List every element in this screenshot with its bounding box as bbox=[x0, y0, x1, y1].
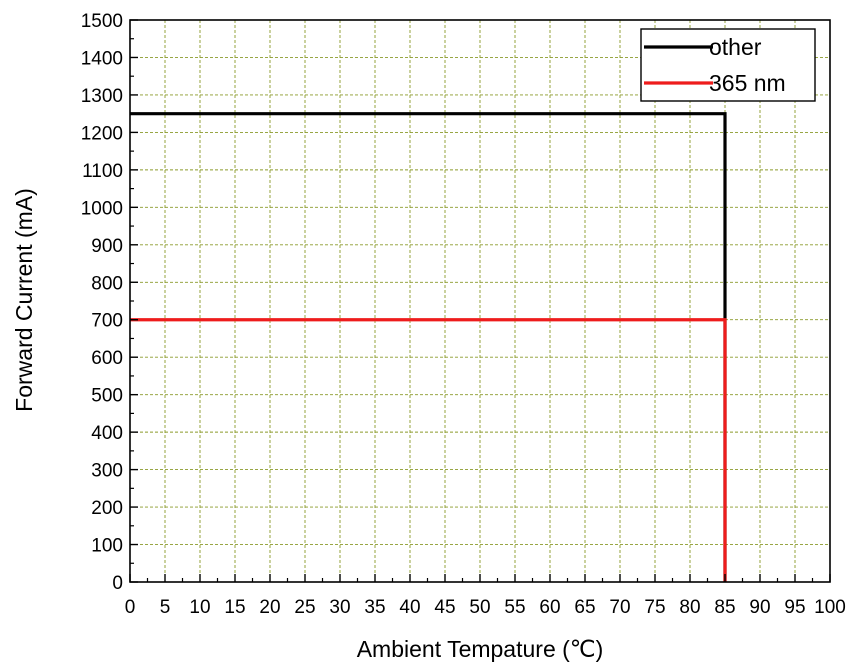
y-tick-label: 1500 bbox=[81, 11, 123, 32]
x-tick-label: 60 bbox=[539, 597, 560, 618]
y-tick-label: 900 bbox=[91, 236, 123, 257]
x-axis-title: Ambient Tempature (℃) bbox=[357, 636, 604, 662]
y-tick-label: 800 bbox=[91, 273, 123, 294]
y-axis-title: Forward Current (mA) bbox=[11, 188, 37, 412]
y-tick-label: 1100 bbox=[82, 161, 123, 182]
y-tick-labels: 0 100 200 300 400 500 600 700 800 900 1000 1100 1200… bbox=[81, 11, 123, 594]
series-group bbox=[130, 112, 727, 582]
x-tick-label: 5 bbox=[160, 597, 171, 618]
y-tick-label: 500 bbox=[91, 386, 123, 407]
legend-label: 365 nm bbox=[709, 70, 786, 96]
y-tick-label: 200 bbox=[91, 498, 123, 519]
x-tick-label: 20 bbox=[259, 597, 280, 618]
axis-ticks bbox=[129, 19, 831, 583]
y-tick-label: 0 bbox=[112, 573, 123, 594]
y-tick-label: 100 bbox=[91, 536, 123, 557]
x-tick-label: 45 bbox=[434, 597, 455, 618]
x-tick-label: 40 bbox=[399, 597, 420, 618]
y-tick-label: 1200 bbox=[81, 123, 123, 144]
y-tick-label: 1000 bbox=[81, 198, 123, 219]
x-tick-label: 100 bbox=[814, 597, 846, 618]
series-line-365nm bbox=[130, 318, 727, 582]
series-line-other bbox=[130, 112, 727, 582]
y-tick-label: 600 bbox=[91, 348, 123, 369]
x-tick-label: 95 bbox=[784, 597, 805, 618]
y-tick-label: 300 bbox=[91, 461, 123, 482]
y-tick-label: 1300 bbox=[81, 86, 123, 107]
y-tick-label: 1400 bbox=[81, 48, 123, 69]
x-tick-label: 35 bbox=[364, 597, 385, 618]
x-tick-label: 80 bbox=[679, 597, 700, 618]
x-tick-label: 90 bbox=[749, 597, 770, 618]
x-tick-label: 70 bbox=[609, 597, 630, 618]
legend-box bbox=[640, 28, 816, 102]
legend: other 365 nm bbox=[640, 28, 816, 102]
x-tick-label: 65 bbox=[574, 597, 595, 618]
y-tick-label: 400 bbox=[91, 423, 123, 444]
x-tick-label: 50 bbox=[469, 597, 490, 618]
x-tick-labels: 0 5 10 15 20 25 30 35 40 45 50 55 60 65 70 75 80 85 90 95 10… bbox=[125, 597, 846, 618]
x-tick-label: 0 bbox=[125, 597, 136, 618]
x-tick-label: 25 bbox=[294, 597, 315, 618]
y-tick-label: 700 bbox=[91, 311, 123, 332]
x-tick-label: 30 bbox=[329, 597, 350, 618]
x-tick-label: 75 bbox=[644, 597, 665, 618]
x-tick-label: 10 bbox=[189, 597, 210, 618]
x-tick-label: 55 bbox=[504, 597, 525, 618]
legend-label: other bbox=[709, 34, 762, 60]
x-tick-label: 85 bbox=[714, 597, 735, 618]
x-tick-label: 15 bbox=[224, 597, 245, 618]
